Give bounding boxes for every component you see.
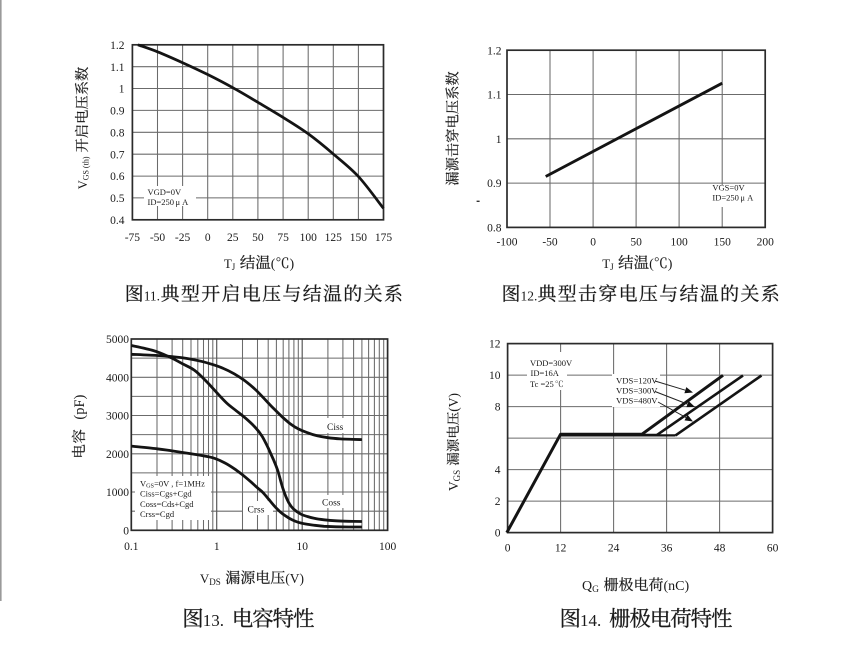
svg-text:0: 0 [123, 525, 129, 537]
svg-text:0.8: 0.8 [487, 223, 502, 235]
svg-text:(pF): (pF) [72, 394, 88, 419]
svg-text:(V): (V) [446, 393, 461, 412]
svg-text:1.1: 1.1 [110, 62, 125, 74]
svg-text:0.6: 0.6 [110, 171, 125, 183]
svg-text:VGS=0V: VGS=0V [712, 183, 745, 193]
svg-text:5000: 5000 [106, 334, 129, 346]
svg-text:VGD=0V: VGD=0V [148, 187, 182, 197]
svg-text:-50: -50 [150, 232, 166, 244]
svg-text:-25: -25 [175, 232, 191, 244]
svg-text:13.: 13. [203, 611, 224, 630]
svg-text:-100: -100 [496, 237, 517, 249]
svg-text:8: 8 [495, 402, 501, 414]
svg-text:0.4: 0.4 [110, 215, 125, 227]
svg-text:V: V [446, 481, 461, 491]
svg-text:VDS=120V: VDS=120V [616, 376, 658, 386]
svg-text:25: 25 [227, 232, 239, 244]
svg-text:125: 125 [325, 232, 343, 244]
svg-text:0: 0 [505, 543, 511, 555]
svg-text:Tc =25: Tc =25 [530, 379, 554, 389]
svg-text:VDS=300V: VDS=300V [616, 386, 658, 396]
svg-text:(: ( [649, 257, 654, 272]
svg-text:GS (th): GS (th) [82, 156, 91, 180]
svg-text:ID=250: ID=250 [148, 197, 175, 207]
svg-text:=0V , f=1MHz: =0V , f=1MHz [154, 478, 205, 488]
svg-text:-75: -75 [125, 232, 141, 244]
svg-text:(nC): (nC) [664, 579, 690, 594]
svg-text:12.: 12. [521, 288, 538, 303]
svg-text:75: 75 [277, 232, 289, 244]
svg-text:Crss: Crss [248, 506, 265, 516]
svg-text:ID=250: ID=250 [712, 193, 739, 203]
svg-text:36: 36 [661, 543, 673, 555]
svg-text:0.5: 0.5 [110, 193, 125, 205]
svg-text:1: 1 [119, 84, 125, 96]
svg-text:0.9: 0.9 [110, 106, 125, 118]
svg-text:60: 60 [767, 543, 779, 555]
svg-text:(V): (V) [285, 571, 304, 586]
svg-text:0.8: 0.8 [110, 127, 125, 139]
svg-text:4000: 4000 [106, 372, 129, 384]
svg-text:Crss=Cgd: Crss=Cgd [140, 509, 175, 519]
svg-text:12: 12 [489, 339, 501, 351]
svg-text:(: ( [271, 257, 276, 272]
svg-text:200: 200 [757, 237, 775, 249]
svg-text:V: V [76, 180, 90, 189]
svg-text:VDD=300V: VDD=300V [530, 358, 573, 368]
svg-text:100: 100 [670, 237, 688, 249]
svg-text:11.: 11. [144, 288, 160, 303]
svg-text:24: 24 [608, 543, 620, 555]
svg-text:150: 150 [714, 237, 732, 249]
svg-text:50: 50 [252, 232, 264, 244]
svg-text:2: 2 [495, 496, 501, 508]
svg-text:V: V [200, 571, 210, 586]
svg-text:1.2: 1.2 [110, 40, 125, 52]
svg-text:0.1: 0.1 [124, 541, 139, 553]
svg-text:Ciss=Cgs+Cgd: Ciss=Cgs+Cgd [140, 489, 192, 499]
svg-text:DS: DS [209, 577, 221, 587]
svg-text:GS: GS [146, 483, 154, 490]
svg-text:): ) [668, 257, 673, 272]
svg-text:10: 10 [296, 541, 308, 553]
svg-text:14.: 14. [580, 611, 601, 630]
svg-text:-50: -50 [542, 237, 558, 249]
svg-text:48: 48 [714, 543, 726, 555]
svg-text:GS: GS [452, 470, 462, 482]
svg-text:V: V [140, 478, 147, 488]
svg-text:0.9: 0.9 [487, 178, 502, 190]
svg-text:10: 10 [489, 370, 501, 382]
svg-text:12: 12 [555, 543, 567, 555]
svg-text:Coss=Cds+Cgd: Coss=Cds+Cgd [140, 499, 194, 509]
svg-text:J: J [232, 262, 236, 272]
svg-text:ID=16A: ID=16A [531, 368, 560, 378]
svg-text:0: 0 [495, 528, 501, 540]
svg-text:T: T [602, 256, 610, 271]
svg-text:μ A: μ A [740, 193, 754, 203]
svg-text:): ) [290, 257, 295, 272]
svg-text:T: T [224, 256, 232, 271]
svg-text:0: 0 [205, 232, 211, 244]
svg-text:μ A: μ A [176, 197, 190, 207]
svg-text:1000: 1000 [106, 487, 129, 499]
svg-text:2000: 2000 [106, 449, 129, 461]
svg-text:1.2: 1.2 [487, 45, 502, 57]
svg-text:1: 1 [214, 541, 220, 553]
svg-text:J: J [610, 262, 614, 272]
svg-text:0: 0 [590, 237, 596, 249]
svg-text:100: 100 [379, 541, 397, 553]
svg-text:100: 100 [300, 232, 318, 244]
svg-text:175: 175 [375, 232, 393, 244]
svg-text:Q: Q [582, 579, 592, 594]
svg-text:Ciss: Ciss [327, 423, 344, 433]
svg-text:50: 50 [630, 237, 642, 249]
svg-text:150: 150 [350, 232, 368, 244]
svg-text:VDS=480V: VDS=480V [616, 396, 658, 406]
svg-text:Coss: Coss [322, 499, 341, 509]
svg-text:G: G [592, 585, 599, 595]
svg-text:1: 1 [496, 134, 502, 146]
svg-text:3000: 3000 [106, 411, 129, 423]
svg-text:4: 4 [495, 465, 501, 477]
svg-text:1.1: 1.1 [487, 90, 502, 102]
svg-text:0.7: 0.7 [110, 149, 125, 161]
